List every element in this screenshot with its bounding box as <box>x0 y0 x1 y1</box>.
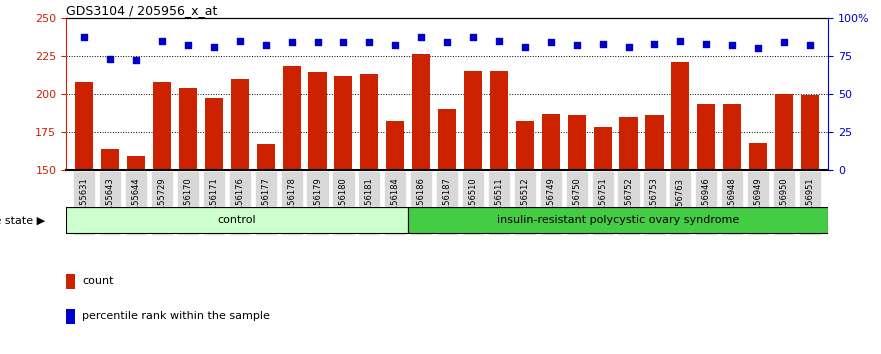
Bar <box>179 88 197 170</box>
Bar <box>66 207 408 234</box>
Text: control: control <box>218 215 256 225</box>
Bar <box>515 121 534 170</box>
Point <box>518 44 532 50</box>
Point <box>259 42 273 48</box>
Bar <box>567 115 586 170</box>
Bar <box>646 115 663 170</box>
Point <box>751 45 766 51</box>
Point <box>103 56 117 62</box>
Point <box>78 35 92 40</box>
Point <box>233 38 247 44</box>
Point <box>803 42 817 48</box>
Point <box>621 44 635 50</box>
Bar <box>75 82 93 170</box>
Point <box>777 39 791 45</box>
Point <box>181 42 195 48</box>
Bar <box>127 156 145 170</box>
Text: insulin-resistant polycystic ovary syndrome: insulin-resistant polycystic ovary syndr… <box>497 215 739 225</box>
Point <box>362 39 376 45</box>
Bar <box>101 149 119 170</box>
Point <box>570 42 584 48</box>
Text: count: count <box>82 276 114 286</box>
Bar <box>801 95 819 170</box>
Point <box>440 39 454 45</box>
Bar <box>283 67 300 170</box>
Point <box>492 38 506 44</box>
Point <box>648 41 662 46</box>
Bar <box>360 74 379 170</box>
Bar <box>594 127 611 170</box>
Text: percentile rank within the sample: percentile rank within the sample <box>82 312 270 321</box>
Point <box>596 41 610 46</box>
Bar <box>723 104 741 170</box>
Bar <box>749 143 767 170</box>
Bar <box>464 71 482 170</box>
Bar <box>775 94 793 170</box>
Bar <box>697 104 715 170</box>
Point <box>129 57 143 63</box>
Point <box>389 42 403 48</box>
Bar <box>204 98 223 170</box>
Text: disease state ▶: disease state ▶ <box>0 215 45 225</box>
Point <box>155 38 169 44</box>
Bar <box>386 121 404 170</box>
Point <box>466 35 480 40</box>
Bar <box>542 114 559 170</box>
Bar <box>438 109 456 170</box>
Point <box>337 39 351 45</box>
Bar <box>231 79 248 170</box>
Point <box>285 39 299 45</box>
Bar <box>66 274 75 289</box>
Point <box>700 41 714 46</box>
Bar <box>335 75 352 170</box>
Bar <box>308 73 327 170</box>
Point <box>673 38 687 44</box>
Bar <box>412 54 430 170</box>
Bar <box>671 62 690 170</box>
Point <box>544 39 558 45</box>
Bar <box>408 207 828 234</box>
Point <box>725 42 739 48</box>
Bar <box>256 144 275 170</box>
Bar <box>153 82 171 170</box>
Bar <box>66 309 75 324</box>
Point <box>310 39 324 45</box>
Point <box>207 44 221 50</box>
Point <box>414 35 428 40</box>
Bar <box>619 116 638 170</box>
Text: GDS3104 / 205956_x_at: GDS3104 / 205956_x_at <box>66 4 218 17</box>
Bar <box>490 71 508 170</box>
